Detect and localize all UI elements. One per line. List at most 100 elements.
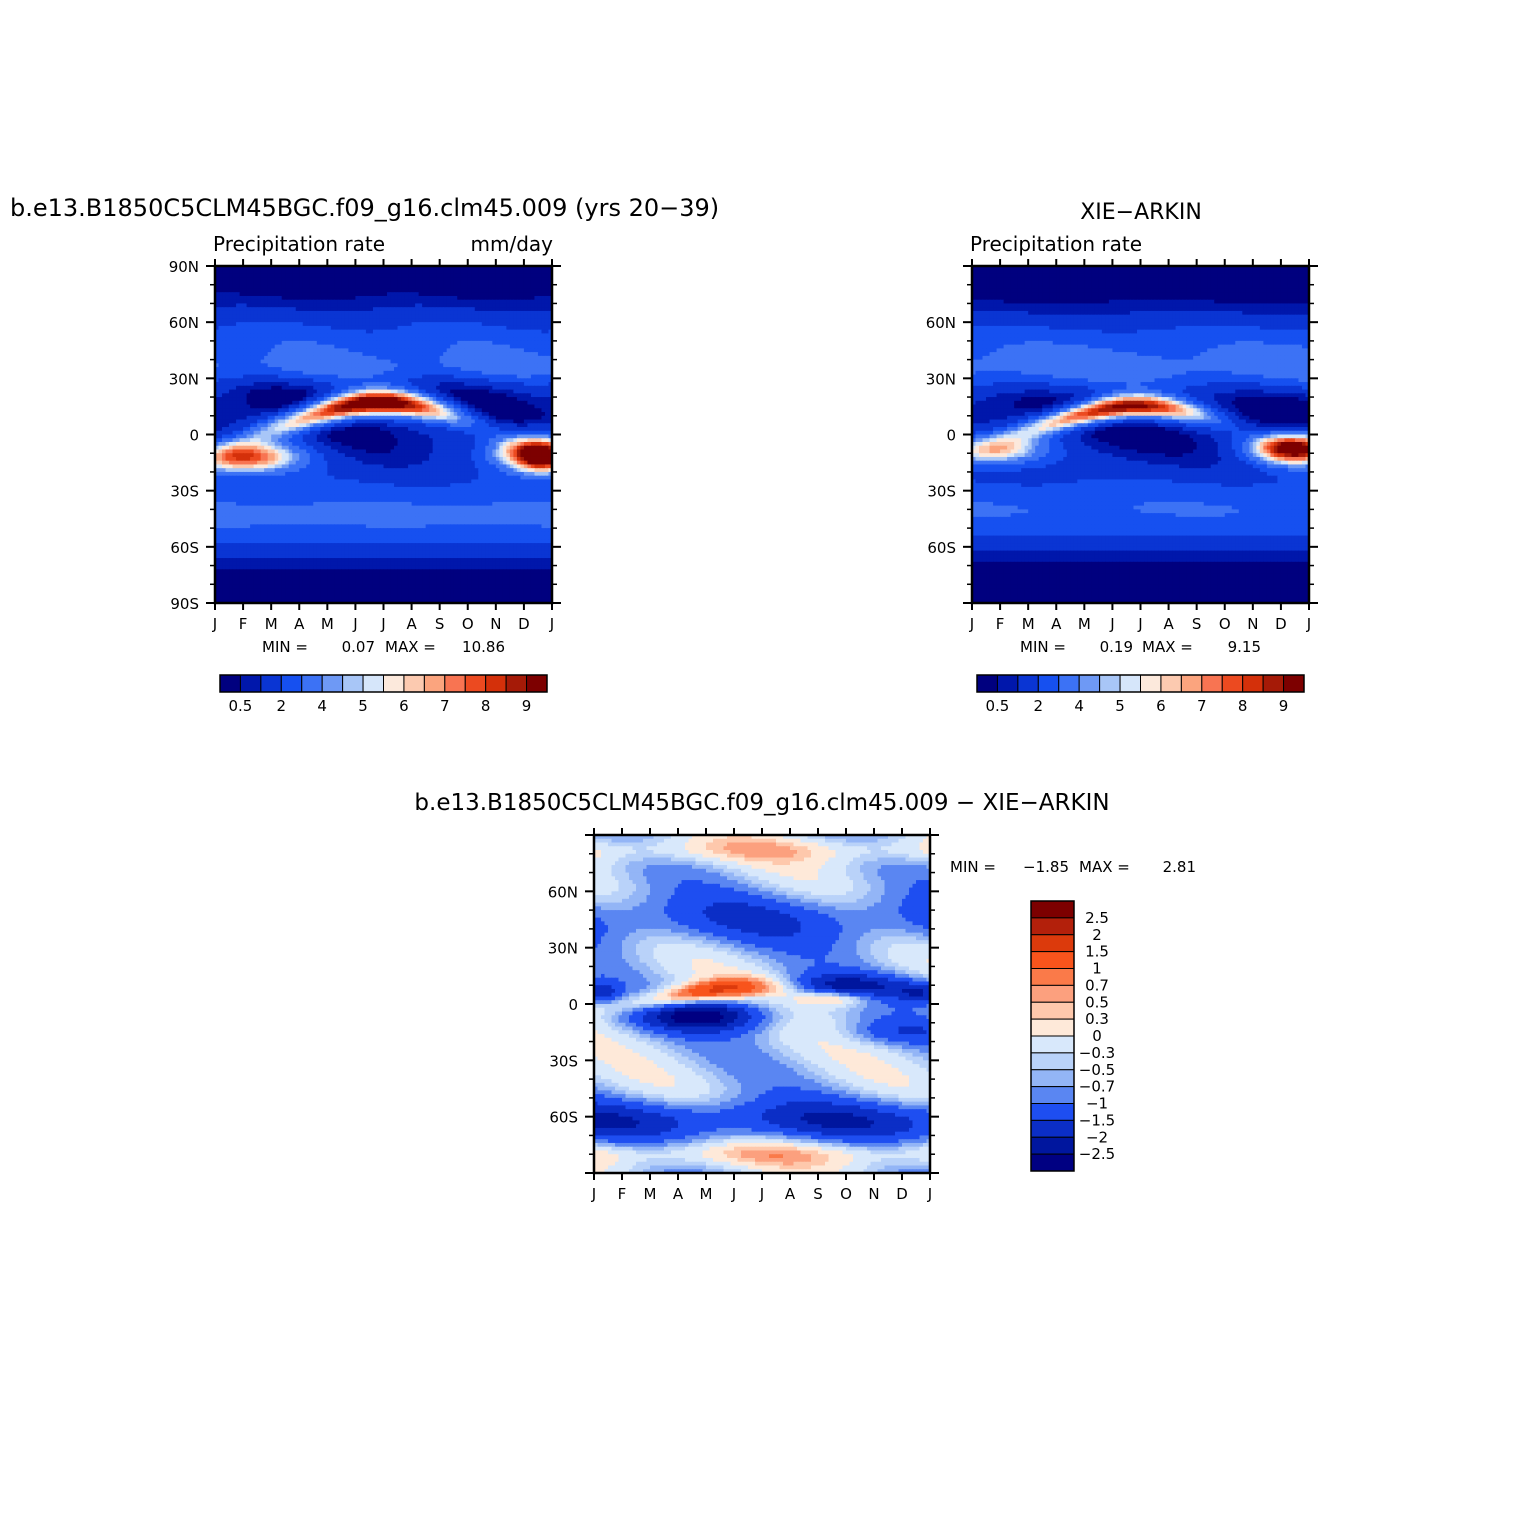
contour-cell [453,438,458,443]
contour-cell [425,333,430,338]
contour-cell [411,441,416,447]
contour-cell [422,408,427,413]
contour-cell [495,322,500,327]
contour-cell [432,415,437,421]
contour-cell [439,370,444,376]
contour-cell [450,430,455,436]
contour-cell [253,456,258,462]
contour-cell [516,423,522,428]
contour-cell [520,430,525,436]
contour-cell [443,438,448,443]
contour-cell [243,378,248,383]
contour-cell [464,284,469,290]
contour-cell [516,374,522,379]
contour-cell [327,295,332,301]
contour-cell [299,449,304,454]
contour-cell [330,374,335,379]
contour-cell [404,280,409,286]
contour-cell [365,288,371,293]
contour-cell [341,337,346,342]
contour-cell [260,393,265,398]
contour-cell [295,266,300,271]
contour-cell [467,284,472,290]
contour-cell [260,419,265,424]
contour-cell [323,292,328,297]
contour-cell [341,314,346,320]
contour-cell [443,412,448,417]
contour-cell [246,393,251,398]
contour-cell [334,348,339,353]
contour-cell [429,292,434,297]
contour-cell [460,382,465,387]
contour-cell [379,337,385,342]
contour-cell [281,441,286,447]
contour-cell [376,445,381,451]
contour-cell [365,280,371,286]
contour-cell [232,378,237,383]
contour-cell [295,456,300,462]
contour-cell [415,367,420,372]
contour-cell [401,310,406,316]
contour-cell [271,404,276,409]
contour-cell [302,355,307,361]
contour-cell [541,292,546,297]
contour-cell [488,355,493,361]
contour-cell [218,445,223,451]
contour-cell [257,348,262,353]
contour-cell [478,299,483,305]
contour-cell [527,318,532,323]
contour-cell [425,438,430,443]
contour-cell [278,355,283,361]
contour-cell [278,367,283,372]
contour-cell [436,397,441,402]
contour-cell [488,423,493,428]
contour-cell [478,284,483,290]
contour-cell [541,393,546,398]
contour-cell [292,427,297,432]
contour-cell [316,307,321,312]
contour-cell [415,266,420,271]
contour-cell [348,419,353,424]
contour-cell [327,367,332,372]
contour-cell [337,352,342,357]
contour-cell [530,438,536,443]
contour-cell [365,419,371,424]
contour-cell [253,408,258,413]
contour-cell [257,314,262,320]
contour-cell [492,397,497,402]
contour-cell [467,400,472,406]
contour-cell [323,412,328,417]
contour-cell [527,412,532,417]
contour-cell [390,385,395,391]
contour-cell [274,456,279,462]
contour-cell [274,303,279,308]
contour-cell [439,322,444,327]
contour-cell [302,318,307,323]
contour-cell [397,412,402,417]
contour-cell [229,295,234,301]
contour-cell [488,288,493,293]
contour-cell [250,456,255,462]
contour-cell [302,456,307,462]
contour-cell [474,393,479,398]
contour-cell [267,277,272,282]
contour-cell [471,408,476,413]
contour-cell [530,453,536,458]
contour-cell [534,325,539,331]
contour-cell [425,363,430,368]
contour-cell [292,310,297,316]
contour-cell [520,374,525,379]
contour-cell [460,449,465,454]
contour-cell [478,292,483,297]
contour-cell [404,337,409,342]
contour-cell [492,378,497,383]
contour-cell [306,449,311,454]
contour-cell [330,329,335,334]
contour-cell [348,288,353,293]
contour-cell [225,273,230,278]
contour-cell [439,397,444,402]
contour-cell [355,344,360,349]
contour-cell [534,445,539,451]
contour-cell [467,348,472,353]
contour-cell [509,292,514,297]
